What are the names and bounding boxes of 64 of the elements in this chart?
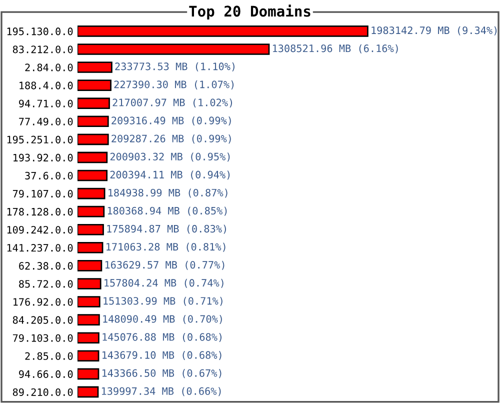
bar <box>78 242 104 254</box>
bar <box>78 152 108 164</box>
bar <box>78 314 100 326</box>
data-label: 227390.30 MB (1.07%) <box>114 80 234 90</box>
y-tick-label: 2.85.0.0 <box>25 352 73 360</box>
y-tick-label: 83.212.0.0 <box>12 46 73 54</box>
y-tick-label: 77.49.0.0 <box>19 118 73 126</box>
data-label: 175894.87 MB (0.83%) <box>107 224 226 234</box>
data-label: 209287.26 MB (0.99%) <box>112 134 231 144</box>
bar <box>78 386 99 398</box>
data-label: 209316.49 MB (0.99%) <box>112 116 231 126</box>
bar <box>78 80 112 91</box>
data-label: 148090.49 MB (0.70%) <box>103 314 222 324</box>
y-tick-label: 141.237.0.0 <box>7 244 73 252</box>
data-label: 143366.50 MB (0.67%) <box>102 369 222 378</box>
data-label: 184938.99 MB (0.87%) <box>108 188 228 198</box>
bar <box>78 188 106 200</box>
y-tick-label: 94.66.0.0 <box>19 370 73 378</box>
data-label: 163629.57 MB (0.77%) <box>105 260 224 270</box>
data-label: 1308521.96 MB (6.16%) <box>272 44 398 54</box>
y-tick-label: 84.205.0.0 <box>12 316 73 324</box>
data-label: 200394.11 MB (0.94%) <box>110 170 230 180</box>
chart-title: Top 20 Domains <box>189 4 310 20</box>
data-label: 139997.34 MB (0.66%) <box>102 387 221 396</box>
data-label: 151303.99 MB (0.71%) <box>104 296 222 306</box>
bar <box>78 224 104 236</box>
y-tick-label: 195.130.0.0 <box>7 28 73 36</box>
data-label: 200903.32 MB (0.95%) <box>110 152 230 162</box>
data-label: 157804.24 MB (0.74%) <box>104 278 224 288</box>
y-tick-label: 62.38.0.0 <box>19 262 73 270</box>
bar <box>78 170 108 182</box>
y-tick-label: 89.210.0.0 <box>12 388 73 396</box>
bar <box>78 26 368 37</box>
y-tick-label: 176.92.0.0 <box>14 298 73 306</box>
data-label: 143679.10 MB (0.68%) <box>102 351 222 360</box>
bar <box>78 98 110 109</box>
bar <box>78 278 102 290</box>
y-tick-label: 79.107.0.0 <box>12 190 73 198</box>
y-tick-label: 178.128.0.0 <box>7 208 73 216</box>
bar <box>78 368 100 380</box>
bar <box>78 116 109 128</box>
bar <box>78 260 102 272</box>
bar <box>78 206 105 218</box>
data-label: 217007.97 MB (1.02%) <box>112 98 232 108</box>
bar <box>78 134 109 146</box>
data-label: 233773.53 MB (1.10%) <box>115 62 234 72</box>
y-tick-label: 85.72.0.0 <box>19 280 73 288</box>
bar <box>78 62 112 73</box>
y-tick-label: 109.242.0.0 <box>7 226 73 234</box>
y-tick-label: 37.6.0.0 <box>25 172 73 180</box>
y-tick-label: 193.92.0.0 <box>14 154 73 162</box>
y-tick-label: 94.71.0.0 <box>19 100 73 108</box>
bar <box>78 44 270 55</box>
data-label: 171063.28 MB (0.81%) <box>106 242 226 252</box>
y-tick-label: 195.251.0.0 <box>7 136 73 144</box>
y-tick-label: 188.4.0.0 <box>20 82 73 90</box>
bar <box>78 332 100 344</box>
bar <box>78 350 100 362</box>
data-label: 1983142.79 MB (9.34%) <box>372 26 497 36</box>
bar <box>78 296 100 308</box>
y-tick-label: 2.84.0.0 <box>25 64 73 72</box>
data-label: 180368.94 MB (0.85%) <box>108 206 227 216</box>
data-label: 145076.88 MB (0.68%) <box>102 332 222 342</box>
y-tick-label: 79.103.0.0 <box>12 334 73 342</box>
